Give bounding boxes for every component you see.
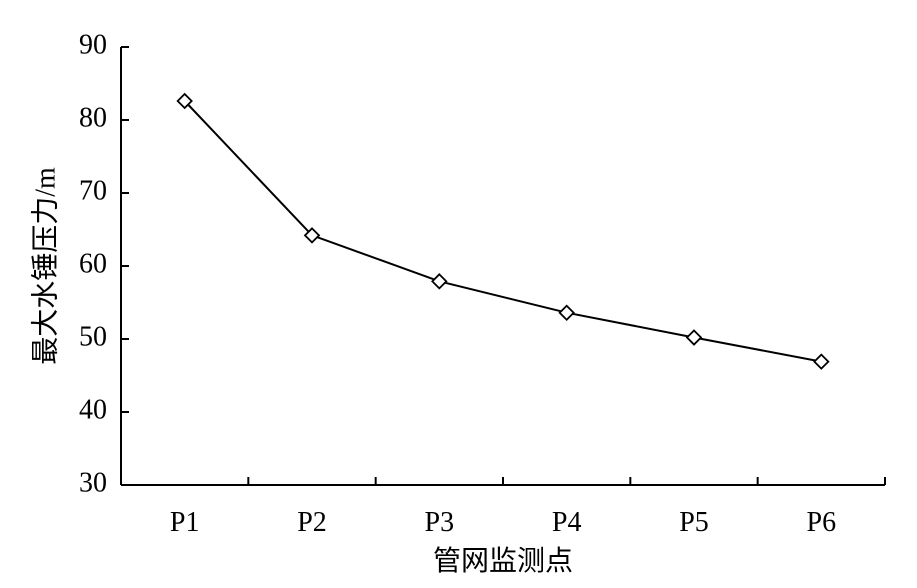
x-tick-label: P3 <box>425 507 455 538</box>
y-tick-label: 60 <box>79 248 107 279</box>
axes <box>120 47 885 486</box>
x-tick-label: P4 <box>552 507 582 538</box>
x-tick-label: P6 <box>807 507 837 538</box>
data-point-marker <box>431 273 448 290</box>
x-ticks: P1 P2 P3 P4 P5 P6 <box>170 477 886 538</box>
y-axis-title: 最大水锤压力/m <box>29 167 61 365</box>
y-tick-label: 70 <box>79 175 107 206</box>
y-tick-label: 90 <box>79 29 107 60</box>
y-tick-label: 80 <box>79 102 107 133</box>
data-point-marker <box>176 92 193 110</box>
y-tick-label: 30 <box>79 467 107 498</box>
x-tick-label: P2 <box>297 507 327 538</box>
y-tick-label: 40 <box>79 394 107 425</box>
data-point-marker <box>813 353 830 370</box>
x-axis-title: 管网监测点 <box>433 545 573 577</box>
x-tick-label: P1 <box>170 507 200 538</box>
series-line <box>183 100 822 363</box>
data-point-marker <box>685 329 703 346</box>
data-point-marker <box>558 304 575 321</box>
series <box>176 92 830 370</box>
x-tick-label: P5 <box>679 507 709 538</box>
y-ticks: 30 40 50 60 70 80 90 <box>79 29 129 498</box>
data-point-marker <box>303 227 321 244</box>
y-tick-label: 50 <box>79 321 107 352</box>
